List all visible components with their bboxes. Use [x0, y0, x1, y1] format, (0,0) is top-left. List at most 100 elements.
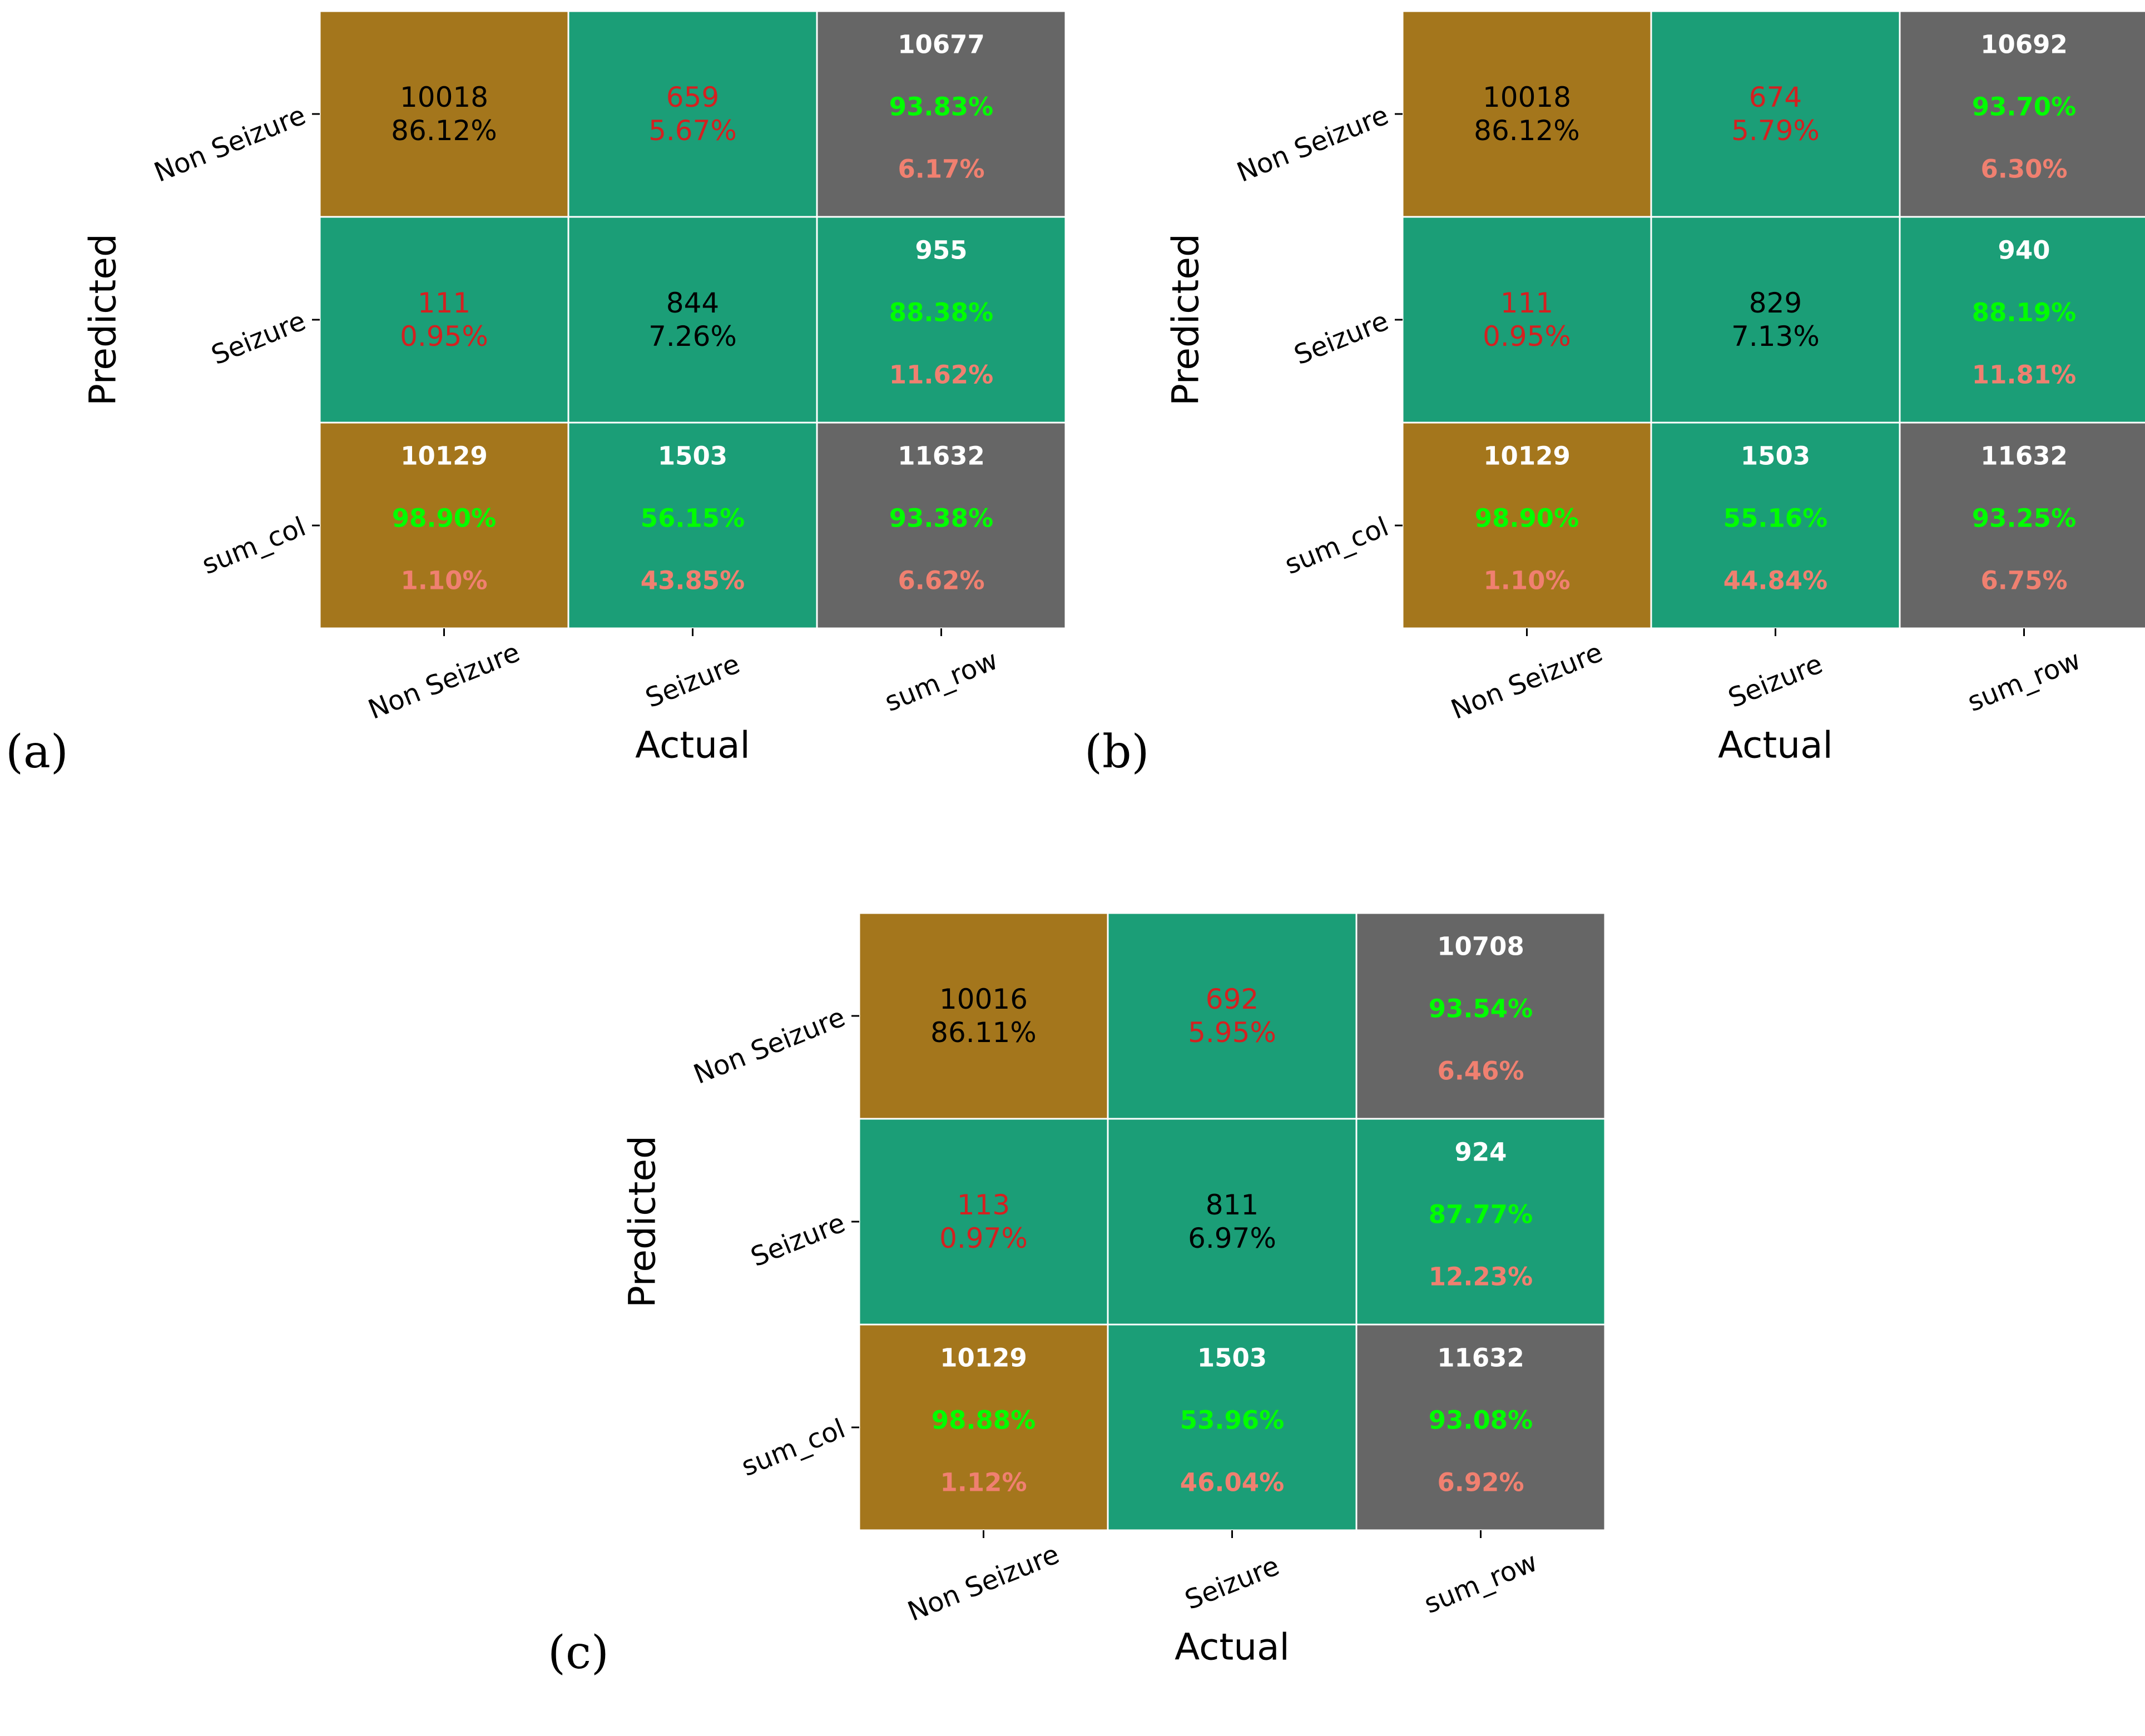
x-axis-label: Actual	[635, 724, 750, 767]
x-tick-label: sum_row	[1963, 644, 2085, 718]
cell-background	[816, 421, 1067, 629]
cell-background	[1401, 10, 1652, 218]
cell-r2-c2: 11632 93.08% 6.92%	[1355, 1323, 1606, 1531]
x-tick-label: sum_row	[880, 644, 1002, 718]
cell-percent: 86.12%	[1474, 115, 1580, 147]
cell-count: 811	[1206, 1189, 1259, 1221]
cell-background	[1355, 1118, 1606, 1326]
y-axis-label: Predicted	[82, 234, 125, 406]
cell-percent: 7.13%	[1731, 320, 1820, 353]
y-tick-label: Non Seizure	[150, 100, 310, 189]
total-correct-percent: 93.54%	[1429, 994, 1533, 1024]
cell-r2-c0: 10129 98.90% 1.10%	[1401, 421, 1652, 629]
cell-background	[319, 10, 569, 218]
total-error-percent: 46.04%	[1180, 1468, 1284, 1497]
cell-r2-c0: 10129 98.90% 1.10%	[319, 421, 569, 629]
total-count: 1503	[1197, 1343, 1267, 1373]
total-count: 11632	[1980, 442, 2068, 471]
cell-background	[567, 216, 818, 424]
total-error-percent: 11.81%	[1972, 360, 2076, 390]
total-error-percent: 6.92%	[1437, 1468, 1524, 1497]
total-count: 10692	[1980, 30, 2068, 59]
cell-r1-c2: 924 87.77% 12.23%	[1355, 1118, 1606, 1326]
total-correct-percent: 93.70%	[1972, 92, 2076, 122]
cell-count: 111	[1500, 287, 1553, 319]
panel-label-c: (c)	[548, 1626, 609, 1679]
cell-r0-c2: 10677 93.83% 6.17%	[816, 10, 1067, 218]
cell-background	[816, 10, 1067, 218]
cell-r2-c2: 11632 93.38% 6.62%	[816, 421, 1067, 629]
x-tick-label: Seizure	[641, 648, 744, 714]
total-count: 1503	[1741, 442, 1810, 471]
cell-count: 10018	[1483, 81, 1571, 113]
y-tick-label: Non Seizure	[1232, 100, 1393, 189]
confusion-matrix-b: 10018 86.12% 674 5.79% 10692 93.70% 6.30% 111 0.…	[1083, 0, 2145, 834]
total-error-percent: 43.85%	[641, 566, 745, 596]
x-tick-label: Non Seizure	[903, 1539, 1063, 1628]
total-count: 924	[1455, 1138, 1507, 1167]
total-count: 10129	[400, 442, 488, 471]
total-error-percent: 44.84%	[1723, 566, 1827, 596]
cell-r2-c1: 1503 53.96% 46.04%	[1107, 1323, 1358, 1531]
cell-count: 844	[666, 287, 719, 319]
cell-percent: 0.95%	[1483, 320, 1571, 353]
cell-r0-c2: 10708 93.54% 6.46%	[1355, 912, 1606, 1120]
cell-background	[1401, 216, 1652, 424]
cell-percent: 5.95%	[1188, 1016, 1276, 1049]
total-error-percent: 11.62%	[889, 360, 993, 390]
total-correct-percent: 93.25%	[1972, 504, 2076, 533]
cell-count: 10016	[939, 983, 1028, 1015]
total-error-percent: 6.30%	[1980, 155, 2067, 184]
cell-background	[1650, 421, 1901, 629]
total-correct-percent: 55.16%	[1723, 504, 1827, 533]
cell-percent: 86.12%	[391, 115, 497, 147]
total-correct-percent: 88.38%	[889, 298, 993, 328]
cell-background	[858, 1323, 1109, 1531]
cell-r2-c0: 10129 98.88% 1.12%	[858, 1323, 1109, 1531]
cell-percent: 86.11%	[930, 1016, 1037, 1049]
cell-background	[858, 1118, 1109, 1326]
cell-count: 692	[1206, 983, 1259, 1015]
cell-background	[567, 10, 818, 218]
total-count: 10129	[1483, 442, 1571, 471]
cell-r0-c2: 10692 93.70% 6.30%	[1899, 10, 2145, 218]
y-axis-label: Predicted	[1165, 234, 1207, 406]
total-count: 10677	[898, 30, 985, 59]
total-correct-percent: 98.90%	[392, 504, 496, 533]
total-correct-percent: 93.08%	[1429, 1406, 1533, 1435]
panel-label-b: (b)	[1084, 726, 1150, 778]
cell-percent: 5.79%	[1731, 115, 1820, 147]
total-error-percent: 6.17%	[898, 155, 984, 184]
cell-count: 659	[666, 81, 719, 113]
cell-background	[1650, 10, 1901, 218]
cell-r1-c2: 940 88.19% 11.81%	[1899, 216, 2145, 424]
cell-background	[816, 216, 1067, 424]
x-tick-label: Non Seizure	[1446, 637, 1607, 726]
cell-percent: 5.67%	[648, 115, 737, 147]
total-correct-percent: 98.90%	[1475, 504, 1579, 533]
confusion-matrix-c-plot: 1001686.11%6925.95%1070893.54%6.46%1130.…	[621, 912, 1606, 1669]
cell-background	[1899, 10, 2145, 218]
y-tick-label: Seizure	[746, 1207, 849, 1273]
y-tick-label: Non Seizure	[689, 1001, 849, 1090]
cell-background	[567, 421, 818, 629]
total-correct-percent: 56.15%	[641, 504, 745, 533]
total-error-percent: 12.23%	[1429, 1262, 1533, 1292]
cell-r2-c2: 11632 93.25% 6.75%	[1899, 421, 2145, 629]
total-count: 11632	[1437, 1343, 1524, 1373]
cell-background	[858, 912, 1109, 1120]
total-count: 10129	[940, 1343, 1027, 1373]
total-correct-percent: 98.88%	[932, 1406, 1036, 1435]
cell-percent: 0.97%	[939, 1222, 1028, 1254]
x-axis-label: Actual	[1718, 724, 1833, 767]
